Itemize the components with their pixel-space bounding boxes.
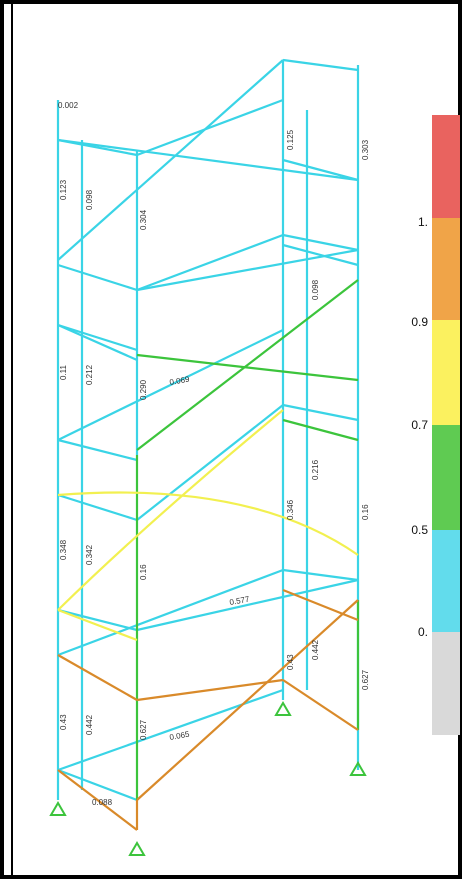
legend-swatch: [432, 425, 460, 530]
member-label: 0.577: [229, 595, 251, 607]
orange-member: [282, 588, 359, 622]
member-label: 0.304: [139, 209, 148, 230]
support: [274, 701, 292, 716]
cyan-member: [57, 768, 138, 802]
orange-member: [136, 599, 359, 801]
member-label: 0.16: [139, 564, 148, 580]
supports: [49, 701, 367, 856]
cyan-member: [136, 578, 359, 632]
cyan-member: [57, 329, 284, 441]
legend-swatch: [432, 115, 460, 218]
member-label: 0.348: [59, 539, 68, 560]
cyan-member: [57, 438, 138, 462]
member-label: 0.123: [59, 179, 68, 200]
cyan-member: [57, 688, 284, 772]
cyan-member: [57, 138, 359, 182]
green-member: [136, 353, 359, 382]
cyan-member: [57, 493, 138, 522]
member-label: 0.125: [286, 129, 295, 150]
green-member: [136, 279, 359, 451]
member-label: 0.216: [311, 459, 320, 480]
legend-swatch: [432, 320, 460, 425]
cyan-member: [57, 263, 138, 292]
member-label: 0.16: [361, 504, 370, 520]
support: [349, 761, 367, 776]
orange-member: [136, 678, 284, 702]
legend-label: 0.5: [411, 523, 428, 537]
orange-member: [57, 654, 138, 701]
cyan-member: [282, 568, 359, 582]
member-label: 0.43: [59, 714, 68, 730]
cyan-member: [136, 404, 284, 521]
legend: 1. 0.9 0.7 0.5 0.: [411, 115, 460, 735]
member-label: 0.346: [286, 499, 295, 520]
legend-swatch: [432, 632, 460, 735]
cyan-member: [136, 98, 284, 157]
cyan-member: [57, 568, 284, 657]
cyan-member: [57, 323, 138, 362]
member-label: 0.627: [361, 669, 370, 690]
cyan-member: [57, 59, 284, 261]
cyan-member: [57, 608, 138, 632]
cyan-member: [282, 403, 359, 422]
member-label: 0.290: [139, 379, 148, 400]
yellow-member: [57, 491, 359, 556]
member-label: 0.069: [169, 375, 191, 387]
cyan-member: [282, 243, 359, 267]
member-label: 0.342: [85, 544, 94, 565]
green-members: [135, 279, 360, 800]
member-label: 0.098: [311, 279, 320, 300]
yellow-member: [57, 608, 138, 642]
orange-member: [282, 679, 359, 731]
member-label: 0.212: [85, 364, 94, 385]
cyan-member: [282, 233, 359, 252]
support: [128, 841, 146, 856]
cyan-member: [282, 158, 359, 182]
member-labels: 0.002 0.123 0.098 0.304 0.11 0.212 0.069…: [58, 101, 370, 807]
member-label: 0.11: [59, 364, 68, 380]
legend-label: 0.7: [411, 418, 428, 432]
member-label: 0.442: [311, 639, 320, 660]
orange-members: [57, 588, 359, 831]
cyan-member: [136, 233, 284, 292]
legend-label: 0.: [418, 625, 428, 639]
cyan-member: [57, 323, 138, 352]
legend-label: 0.9: [411, 315, 428, 329]
cyan-members: [56, 58, 360, 802]
cyan-member: [282, 58, 359, 72]
member-label: 0.303: [361, 139, 370, 160]
yellow-member: [57, 409, 284, 611]
member-label: 0.088: [92, 798, 113, 807]
member-label: 0.002: [58, 101, 79, 110]
legend-label: 1.: [418, 215, 428, 229]
legend-swatch: [432, 218, 460, 320]
cyan-member: [136, 248, 359, 292]
legend-swatch: [432, 530, 460, 632]
member-label: 0.627: [139, 719, 148, 740]
yellow-members: [57, 409, 359, 642]
member-label: 0.098: [85, 189, 94, 210]
support: [49, 801, 67, 816]
orange-member: [57, 769, 138, 831]
green-member: [282, 418, 359, 442]
member-label: 0.065: [169, 730, 191, 742]
member-label: 0.442: [85, 714, 94, 735]
member-label: 0.43: [286, 654, 295, 670]
